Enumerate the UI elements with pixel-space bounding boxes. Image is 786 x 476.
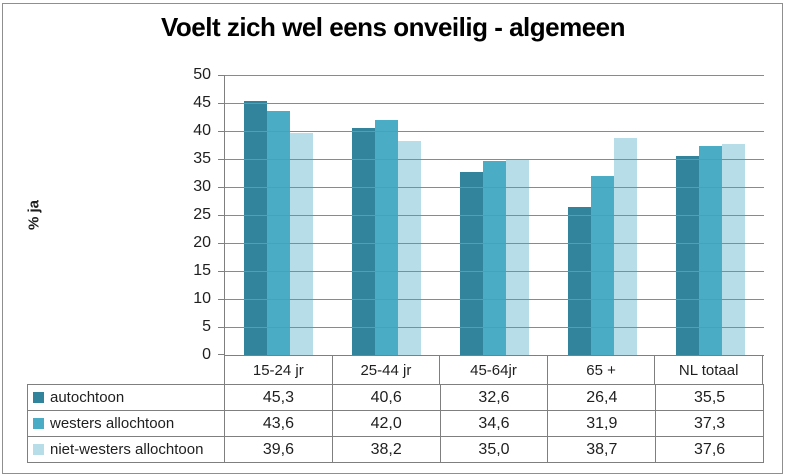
bar-group — [333, 75, 441, 355]
value-cell: 37,3 — [656, 411, 764, 436]
gridline — [225, 187, 764, 188]
value-cell: 37,6 — [656, 437, 764, 462]
y-axis-tick — [218, 187, 225, 188]
legend-swatch — [33, 392, 44, 403]
bar — [459, 172, 483, 355]
bar-group — [656, 75, 764, 355]
value-cell: 38,7 — [548, 437, 657, 462]
category-label: 45-64jr — [440, 356, 548, 384]
y-axis-tick — [218, 103, 225, 104]
legend-swatch — [33, 444, 44, 455]
gridline — [225, 215, 764, 216]
value-cell: 42,0 — [333, 411, 441, 436]
bar — [675, 156, 699, 355]
value-cell: 31,9 — [548, 411, 657, 436]
y-axis-tick — [218, 271, 225, 272]
value-cell: 39,6 — [225, 437, 333, 462]
bar — [352, 128, 376, 355]
bar — [721, 144, 745, 355]
gridline — [225, 159, 764, 160]
y-axis-tick — [218, 215, 225, 216]
category-axis-row: 15-24 jr 25-44 jr 45-64jr 65 + NL totaal — [224, 356, 763, 384]
legend-cell: westers allochtoon — [28, 411, 225, 436]
table-row: niet-westers allochtoon 39,6 38,2 35,0 38,7 3… — [28, 437, 764, 463]
gridline — [225, 299, 764, 300]
bar — [590, 176, 614, 355]
category-label: 65 + — [548, 356, 656, 384]
y-tick-label: 0 — [202, 346, 211, 363]
bar — [505, 159, 529, 355]
y-tick-label: 15 — [193, 262, 211, 279]
y-tick-label: 35 — [193, 150, 211, 167]
chart-title: Voelt zich wel eens onveilig - algemeen — [160, 12, 626, 42]
y-axis-tick — [218, 354, 225, 355]
category-label: 25-44 jr — [333, 356, 441, 384]
y-tick-label: 30 — [193, 178, 211, 195]
value-cell: 32,6 — [441, 385, 549, 410]
gridline — [225, 327, 764, 328]
y-axis-tick — [218, 75, 225, 76]
value-cell: 26,4 — [548, 385, 657, 410]
y-tick-label: 50 — [193, 66, 211, 83]
value-cell: 34,6 — [441, 411, 549, 436]
value-cell: 35,5 — [656, 385, 764, 410]
y-tick-label: 25 — [193, 206, 211, 223]
bar-group — [441, 75, 549, 355]
value-cell: 45,3 — [225, 385, 333, 410]
legend-swatch — [33, 418, 44, 429]
category-label: NL totaal — [655, 356, 763, 384]
y-axis-title: % ja — [25, 199, 43, 231]
table-row: autochtoon 45,3 40,6 32,6 26,4 35,5 — [28, 385, 764, 411]
bar — [567, 207, 591, 355]
value-cell: 43,6 — [225, 411, 333, 436]
y-axis-tick — [218, 299, 225, 300]
y-tick-label: 45 — [193, 94, 211, 111]
y-tick-label: 10 — [193, 290, 211, 307]
bar — [698, 146, 722, 355]
bar — [244, 101, 268, 355]
gridline — [225, 131, 764, 132]
value-cell: 38,2 — [333, 437, 441, 462]
bar — [613, 138, 637, 355]
category-label: 15-24 jr — [224, 356, 333, 384]
bar — [290, 133, 314, 355]
series-name: autochtoon — [50, 389, 125, 406]
gridline — [225, 75, 764, 76]
value-cell: 35,0 — [441, 437, 549, 462]
gridline — [225, 271, 764, 272]
value-cell: 40,6 — [333, 385, 441, 410]
series-name: westers allochtoon — [50, 415, 175, 432]
plot-area: 0 5 10 15 20 25 30 35 40 45 50 — [193, 66, 764, 363]
y-axis-tick — [218, 327, 225, 328]
bar-group — [548, 75, 656, 355]
bar — [398, 141, 422, 355]
bar — [267, 111, 291, 355]
y-axis-tick — [218, 131, 225, 132]
series-name: niet-westers allochtoon — [50, 441, 204, 458]
bar — [375, 120, 399, 355]
gridline — [225, 103, 764, 104]
y-axis-tick — [218, 159, 225, 160]
y-tick-label: 5 — [202, 318, 211, 335]
gridline — [225, 243, 764, 244]
bar-series-container — [225, 75, 764, 355]
legend-cell: autochtoon — [28, 385, 225, 410]
y-axis-tick — [218, 243, 225, 244]
legend-cell: niet-westers allochtoon — [28, 437, 225, 462]
y-tick-label: 40 — [193, 122, 211, 139]
y-tick-label: 20 — [193, 234, 211, 251]
table-row: westers allochtoon 43,6 42,0 34,6 31,9 37,3 — [28, 411, 764, 437]
bar — [482, 161, 506, 355]
chart-data-table: autochtoon 45,3 40,6 32,6 26,4 35,5 westers al… — [27, 384, 764, 463]
